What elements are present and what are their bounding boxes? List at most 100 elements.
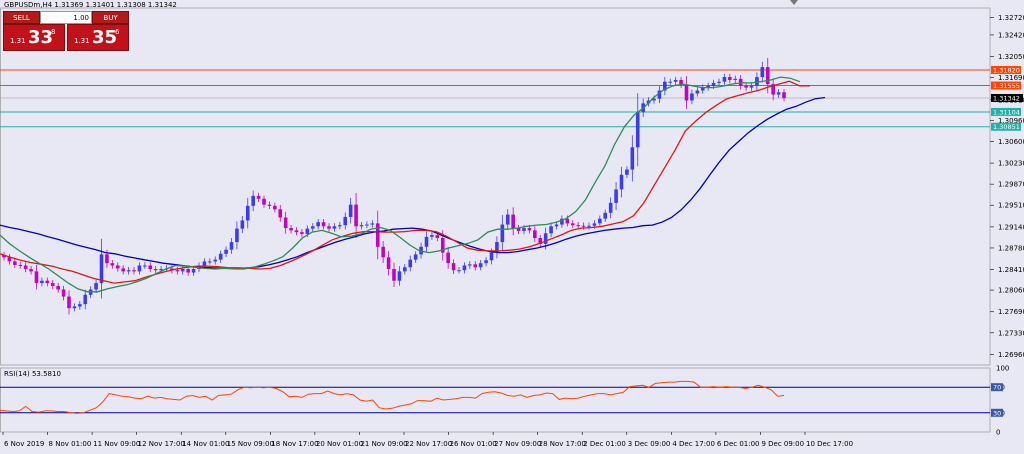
chart-title: GBPUSDm,H4 1.31369 1.31401 1.31308 1.313… (4, 1, 177, 9)
candle-body (619, 174, 624, 190)
candle-body (603, 212, 608, 219)
candle-body (478, 263, 483, 268)
candle-body (132, 270, 136, 272)
candle-body (527, 228, 532, 231)
candle-body (554, 224, 559, 227)
rsi-level-tag (991, 408, 1003, 417)
shift-marker-icon (790, 0, 798, 5)
candle-body (765, 67, 770, 85)
sell-price-small: 1.31 (10, 37, 26, 45)
candle-body (148, 265, 153, 270)
candle-body (256, 195, 261, 199)
candle-body (592, 223, 597, 226)
rsi-axis-label: 0 (996, 429, 1000, 437)
candle-body (278, 209, 283, 218)
candle-body (440, 238, 445, 253)
candle-body (744, 85, 748, 88)
candle-body (7, 257, 12, 262)
candle-body (365, 224, 369, 226)
candle-body (99, 254, 104, 284)
candle-body (283, 217, 288, 229)
candle-body (728, 77, 732, 80)
price-axis-label: 1.32420 (998, 31, 1024, 39)
candle-body (543, 233, 548, 244)
candle-body (110, 263, 115, 266)
time-axis-label: 15 Nov 09:00 (227, 440, 274, 448)
candle-body (755, 77, 759, 86)
buy-price-pip: 6 (115, 28, 120, 36)
candle-body (289, 228, 293, 231)
level-price-tag (991, 122, 1021, 131)
candle-body (749, 85, 754, 88)
candle-body (706, 85, 710, 88)
candle-body (652, 98, 656, 101)
candle-body (690, 93, 694, 101)
candle-body (668, 81, 673, 83)
time-axis-label: 8 Nov 01:00 (49, 440, 92, 448)
candle-body (408, 259, 413, 268)
buy-price-big: 35 (92, 27, 118, 48)
candle-body (137, 265, 142, 272)
candle-body (516, 228, 521, 231)
candle-body (413, 254, 418, 260)
price-axis-label: 1.32720 (998, 14, 1024, 22)
sell-button[interactable]: SELL (3, 11, 40, 24)
candle-body (186, 269, 190, 273)
price-axis-label: 1.28060 (998, 287, 1024, 295)
candle-body (403, 267, 407, 272)
candle-body (72, 306, 77, 309)
candle-body (213, 259, 218, 262)
buy-button[interactable]: BUY (92, 11, 129, 24)
level-price-label: 1.31820 (993, 67, 1020, 75)
candle-body (565, 218, 570, 224)
time-axis-label: 20 Nov 01:00 (316, 440, 363, 448)
candle-body (143, 265, 147, 267)
candle-body (673, 79, 678, 82)
time-axis-label: 6 Dec 01:00 (717, 440, 760, 448)
candle-body (202, 261, 207, 266)
candle-body (34, 271, 39, 284)
candle-body (305, 228, 310, 234)
candle-body (251, 195, 255, 206)
price-axis-label: 1.26960 (998, 351, 1024, 359)
candle-body (370, 223, 375, 225)
candle-body (245, 205, 250, 221)
buy-price-box[interactable]: 1.31 35 6 (67, 24, 129, 51)
candle-body (500, 224, 505, 243)
candle-body (495, 242, 499, 253)
current-price-tag (991, 94, 1023, 103)
time-axis-label: 21 Nov 09:00 (360, 440, 407, 448)
time-axis-label: 3 Dec 09:00 (628, 440, 671, 448)
candle-body (115, 265, 120, 269)
candle-body (343, 216, 348, 226)
candle-body (738, 78, 743, 86)
candle-body (473, 264, 478, 268)
current-price-label: 1.31342 (993, 95, 1020, 103)
candle-body (240, 220, 245, 229)
candle-body (570, 223, 575, 226)
candle-body (695, 90, 700, 94)
candle-body (733, 78, 738, 80)
candle-body (560, 218, 564, 225)
candle-body (67, 296, 71, 309)
lot-size-input[interactable]: 1.00 (40, 11, 92, 24)
candle-body (381, 246, 385, 258)
candle-body (614, 189, 618, 203)
candle-body (538, 238, 543, 244)
price-axis-label: 1.28410 (998, 266, 1024, 274)
sell-price-box[interactable]: 1.31 33 8 (3, 24, 65, 51)
level-price-label: 1.31104 (993, 108, 1020, 116)
medium-moving-average-line (0, 80, 810, 284)
candle-body (424, 236, 429, 247)
candle-body (218, 253, 223, 260)
candle-body (771, 84, 775, 95)
time-axis-label: 6 Nov 2019 (4, 440, 44, 448)
price-axis-label: 1.29510 (998, 202, 1024, 210)
candle-body (83, 294, 88, 305)
candle-body (338, 225, 342, 227)
price-axis-label: 1.29140 (998, 223, 1024, 231)
rsi-line (0, 380, 785, 414)
candle-body (354, 204, 358, 227)
candle-body (235, 228, 239, 243)
